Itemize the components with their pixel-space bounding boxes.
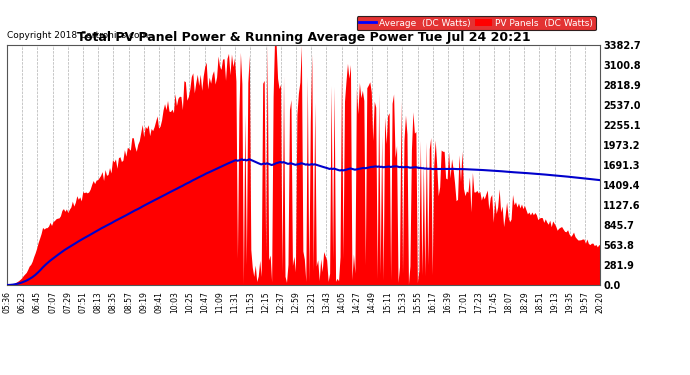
Title: Total PV Panel Power & Running Average Power Tue Jul 24 20:21: Total PV Panel Power & Running Average P… bbox=[77, 31, 531, 44]
Text: Copyright 2018 Cartronics.com: Copyright 2018 Cartronics.com bbox=[7, 31, 148, 40]
Legend: Average  (DC Watts), PV Panels  (DC Watts): Average (DC Watts), PV Panels (DC Watts) bbox=[357, 16, 595, 30]
